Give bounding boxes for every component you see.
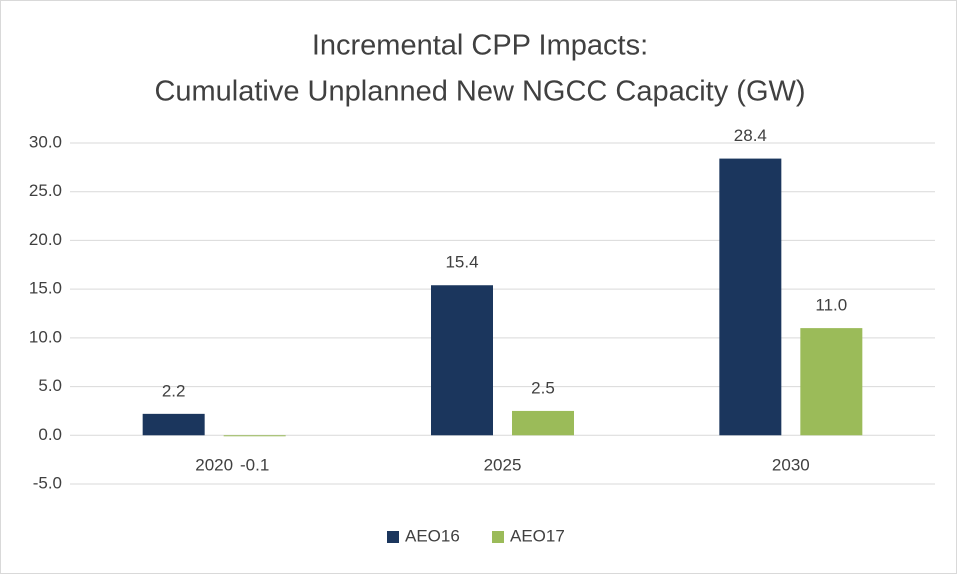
y-tick-label: 0.0: [38, 425, 62, 444]
y-tick-label: 30.0: [29, 132, 62, 151]
legend-label: AEO17: [510, 526, 565, 545]
y-tick-label: 25.0: [29, 181, 62, 200]
y-tick-label: -5.0: [33, 473, 62, 492]
data-label: 28.4: [734, 126, 767, 145]
data-label: 15.4: [445, 253, 478, 272]
x-tick-label: 2020: [195, 455, 233, 474]
data-label: -0.1: [240, 455, 269, 474]
bar: [431, 285, 493, 436]
bar: [223, 435, 286, 437]
y-tick-label: 15.0: [29, 279, 62, 298]
bar: [719, 158, 782, 436]
x-tick-label: 2025: [484, 455, 522, 474]
legend-swatch: [492, 531, 504, 543]
data-label: 2.5: [531, 378, 555, 397]
bar: [142, 413, 205, 436]
legend-label: AEO16: [405, 526, 460, 545]
y-tick-label: 10.0: [29, 327, 62, 346]
bar: [512, 410, 574, 436]
legend-swatch: [387, 531, 399, 543]
bar: [800, 328, 863, 436]
chart-title: Cumulative Unplanned New NGCC Capacity (…: [154, 76, 805, 108]
y-tick-label: 5.0: [38, 376, 62, 395]
data-label: 2.2: [162, 381, 186, 400]
chart-title: Incremental CPP Impacts:: [312, 30, 648, 62]
y-tick-label: 20.0: [29, 230, 62, 249]
x-tick-label: 2030: [772, 455, 810, 474]
data-label: 11.0: [815, 296, 847, 315]
